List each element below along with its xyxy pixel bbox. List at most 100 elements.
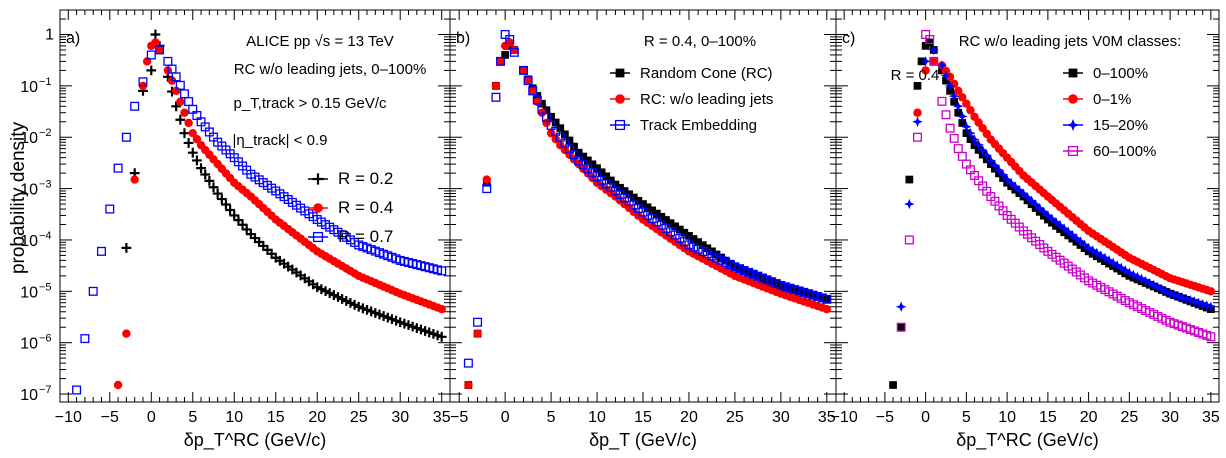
data-point	[703, 244, 712, 253]
data-point	[1185, 295, 1196, 306]
series-RC: w/o leading jets	[464, 38, 832, 390]
legend-marker	[615, 94, 625, 104]
legend-label: R = 0.2	[338, 169, 393, 188]
data-point	[1140, 275, 1151, 287]
data-point	[130, 101, 140, 111]
data-point	[505, 38, 514, 47]
data-point	[574, 148, 583, 157]
data-point	[941, 110, 951, 120]
data-point	[721, 257, 731, 267]
x-tick-label: −10	[831, 409, 858, 426]
data-point	[1067, 229, 1078, 241]
x-axis-label: δp_T^RC (GeV/c)	[184, 430, 327, 451]
data-point	[588, 160, 597, 169]
data-point	[473, 317, 483, 327]
legend-label: Random Cone (RC)	[640, 65, 773, 82]
legend-label: Track Embedding	[640, 117, 757, 134]
data-point	[716, 255, 726, 265]
data-point	[437, 304, 446, 314]
data-point	[151, 38, 160, 47]
data-point	[945, 123, 955, 133]
x-tick-label: 0	[921, 409, 930, 426]
data-point	[1079, 239, 1090, 250]
data-point	[561, 130, 569, 139]
data-point	[105, 204, 115, 214]
data-point	[929, 57, 938, 66]
data-point	[1006, 177, 1017, 189]
annotation: R = 0.4, 0–100%	[644, 33, 756, 50]
data-point	[175, 114, 186, 125]
data-point	[969, 134, 980, 145]
legend-label: R = 0.7	[338, 227, 393, 246]
data-point	[950, 97, 959, 106]
x-tick-label: −10	[55, 409, 82, 426]
data-point	[754, 272, 762, 280]
y-tick-label: 10	[20, 387, 38, 404]
data-point	[175, 80, 185, 90]
data-point	[953, 101, 964, 112]
x-tick-label: 35	[818, 409, 836, 426]
data-point	[188, 128, 197, 138]
data-point	[954, 86, 963, 96]
data-point	[1168, 289, 1180, 301]
data-point	[625, 190, 634, 199]
data-point	[817, 293, 827, 303]
data-point	[1058, 223, 1070, 234]
x-tick-label: 10	[225, 409, 243, 426]
data-point	[155, 45, 164, 55]
data-point	[913, 82, 922, 90]
y-tick-label-exponent: −3	[39, 179, 52, 191]
data-point	[1201, 300, 1212, 311]
data-point	[1054, 219, 1066, 231]
data-point	[597, 168, 606, 177]
x-tick-label: −5	[450, 409, 468, 426]
data-point	[179, 128, 190, 139]
data-point	[1107, 257, 1119, 269]
data-point	[491, 81, 501, 91]
data-point	[1071, 232, 1082, 244]
data-point	[72, 385, 82, 395]
data-point	[225, 205, 236, 215]
data-point	[730, 262, 740, 272]
data-point	[1046, 213, 1058, 224]
data-point	[1075, 236, 1086, 247]
data-point	[680, 228, 689, 237]
data-point	[1160, 286, 1172, 297]
data-point	[804, 289, 813, 298]
y-tick-label-exponent: −5	[39, 281, 52, 293]
data-point	[1152, 282, 1164, 293]
data-point	[799, 287, 809, 297]
x-tick-label: 25	[1120, 409, 1138, 426]
data-point	[781, 282, 790, 291]
data-point	[171, 72, 181, 82]
data-point	[538, 99, 546, 108]
x-tick-label: 15	[634, 409, 652, 426]
y-tick-label: 10	[20, 233, 38, 250]
x-tick-label: 0	[501, 409, 510, 426]
legend-label: 60–100%	[1093, 143, 1156, 160]
data-point	[954, 108, 963, 117]
data-point	[138, 77, 148, 87]
data-point	[555, 132, 565, 142]
data-point	[163, 56, 173, 66]
data-point	[1050, 216, 1062, 228]
data-point	[712, 253, 722, 263]
data-point	[565, 136, 574, 145]
data-point	[496, 57, 505, 66]
data-point	[904, 198, 915, 210]
y-tick-label-exponent: −4	[39, 230, 52, 242]
data-point	[1038, 206, 1049, 218]
data-point	[150, 29, 161, 40]
data-point	[726, 259, 735, 268]
data-point	[1063, 226, 1074, 237]
data-point	[966, 106, 975, 115]
data-point	[897, 323, 906, 332]
series-R = 0.7	[72, 45, 447, 395]
data-point	[564, 144, 574, 154]
data-point	[192, 134, 202, 144]
data-point	[528, 86, 538, 96]
x-tick-label: 5	[547, 409, 556, 426]
legend-label: RC: w/o leading jets	[640, 91, 773, 108]
y-axis-label: probability density	[8, 121, 29, 274]
